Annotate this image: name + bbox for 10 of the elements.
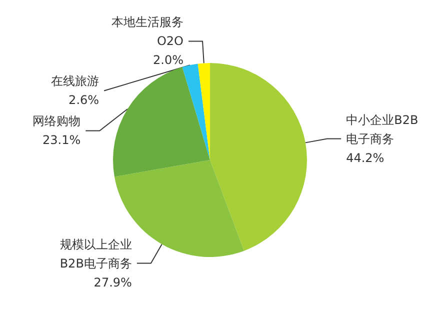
data-label: 44.2%: [346, 150, 384, 165]
data-label: 2.6%: [68, 93, 100, 108]
slice-label: 本地生活服务O2O: [112, 15, 184, 48]
data-label: 27.9%: [94, 275, 132, 290]
slice-label: 在线旅游: [51, 74, 100, 88]
data-label: 23.1%: [42, 133, 81, 148]
slice-label: 网络购物: [32, 114, 81, 128]
slice-label: 规模以上企业B2B电子商务: [60, 237, 132, 270]
slice-label: 中小企业B2B电子商务: [346, 112, 418, 146]
data-label: 2.0%: [153, 53, 184, 68]
